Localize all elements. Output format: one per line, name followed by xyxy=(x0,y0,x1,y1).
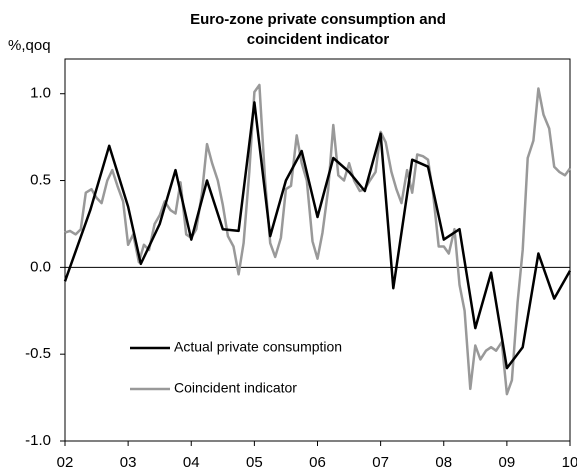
x-tick-label: 02 xyxy=(57,454,74,471)
series-line xyxy=(64,83,572,396)
y-tick-label: -1.0 xyxy=(25,432,51,449)
chart-title: coincident indicator xyxy=(247,31,390,48)
y-tick-label: 0.0 xyxy=(30,258,51,275)
x-tick-label: 09 xyxy=(499,454,516,471)
x-tick-label: 05 xyxy=(246,454,263,471)
x-tick-label: 06 xyxy=(309,454,326,471)
plot-frame xyxy=(64,58,571,442)
chart-title: Euro-zone private consumption and xyxy=(190,11,446,28)
y-tick-label: 0.5 xyxy=(30,172,51,189)
y-tick-label: -0.5 xyxy=(25,345,51,362)
x-tick-label: 04 xyxy=(183,454,200,471)
x-tick-label: 08 xyxy=(435,454,452,471)
y-tick-label: 1.0 xyxy=(30,85,51,102)
legend-label: Coincident indicator xyxy=(174,380,297,396)
y-axis-label: %,qoq xyxy=(8,37,51,54)
x-tick-label: 03 xyxy=(120,454,137,471)
x-tick-label: 10 xyxy=(562,454,577,471)
legend-label: Actual private consumption xyxy=(174,339,342,355)
series-line xyxy=(63,101,572,370)
x-tick-label: 07 xyxy=(372,454,389,471)
